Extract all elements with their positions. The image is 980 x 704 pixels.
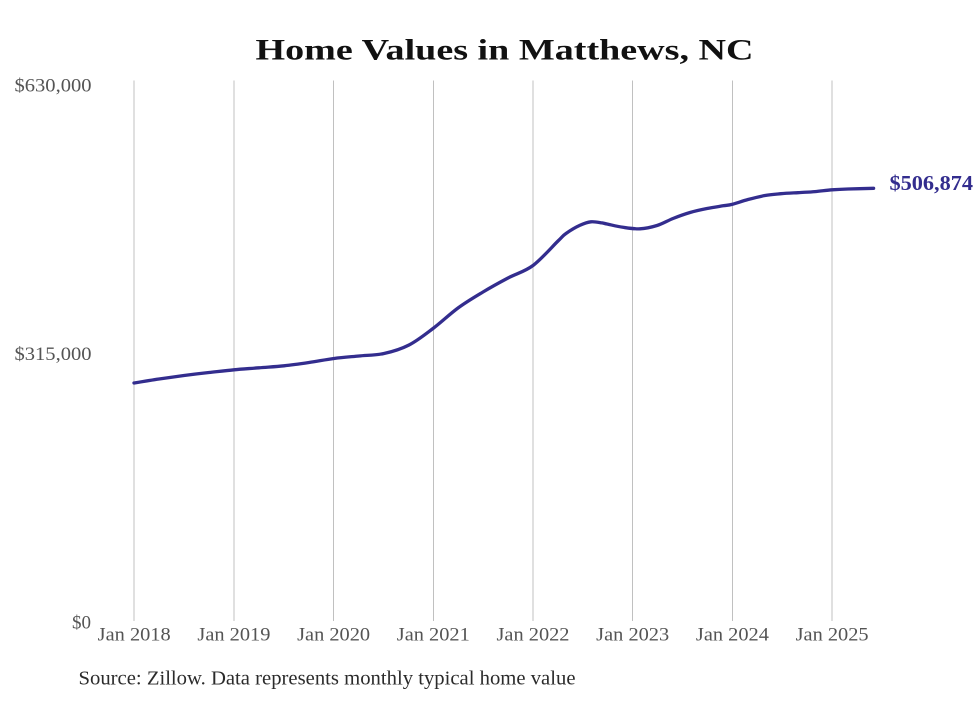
- svg-text:$506,874: $506,874: [890, 171, 974, 195]
- svg-text:Jan 2023: Jan 2023: [596, 625, 669, 646]
- svg-text:Jan 2022: Jan 2022: [497, 625, 570, 646]
- svg-text:Jan 2025: Jan 2025: [796, 625, 869, 646]
- svg-text:$0: $0: [72, 612, 91, 633]
- svg-text:Jan 2018: Jan 2018: [98, 625, 171, 646]
- svg-text:Jan 2019: Jan 2019: [197, 625, 270, 646]
- svg-text:$315,000: $315,000: [15, 344, 92, 365]
- svg-text:Jan 2020: Jan 2020: [297, 625, 370, 646]
- svg-text:$630,000: $630,000: [15, 76, 92, 97]
- svg-text:Source: Zillow. Data represent: Source: Zillow. Data represents monthly …: [79, 668, 576, 689]
- svg-text:Jan 2021: Jan 2021: [397, 625, 470, 646]
- svg-text:Home Values in Matthews, NC: Home Values in Matthews, NC: [256, 34, 754, 67]
- svg-text:Jan 2024: Jan 2024: [696, 625, 770, 646]
